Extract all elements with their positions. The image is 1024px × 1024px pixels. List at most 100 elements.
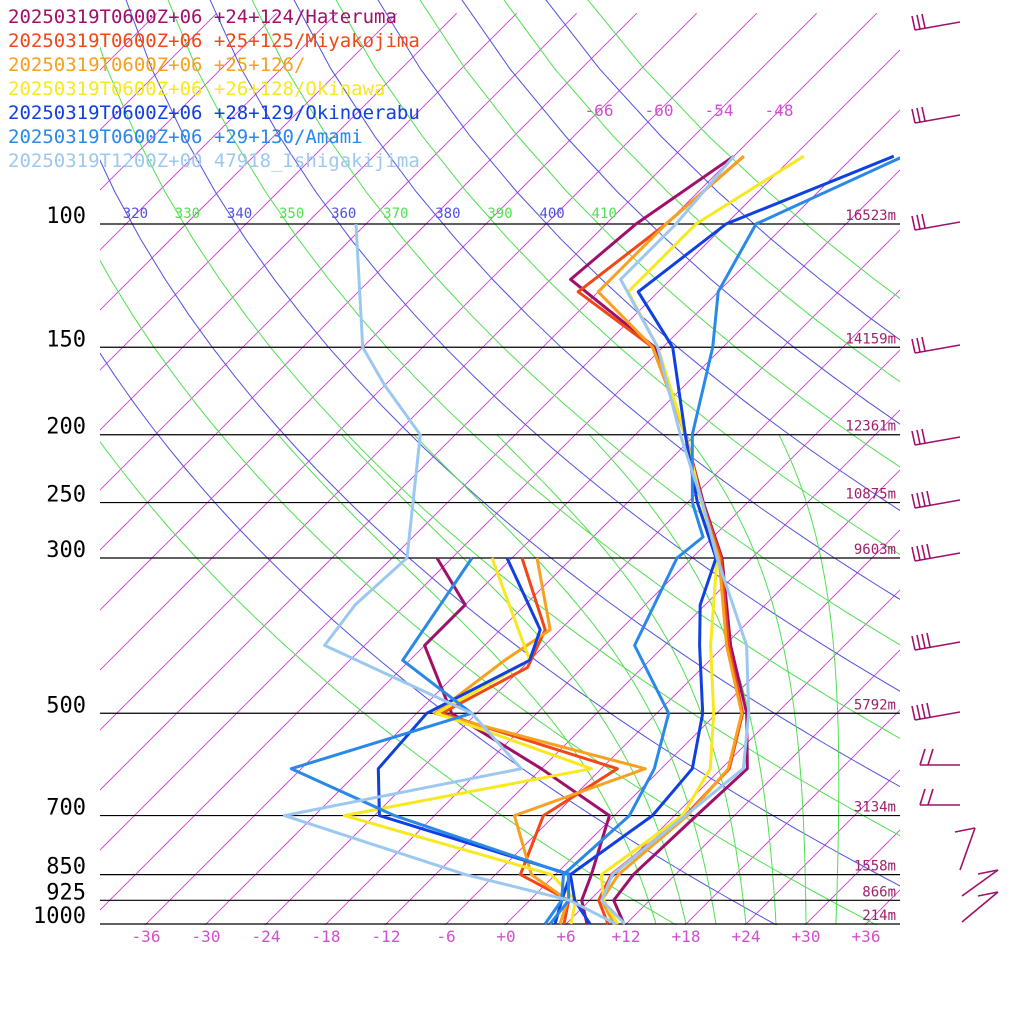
wind-barb-feather [916,492,921,508]
wind-barb-feather [954,827,976,833]
dewpoint-line-series-2 [433,557,647,925]
wind-barb-staff [959,827,976,871]
wind-barb [911,543,961,562]
isotherm-line [100,12,758,671]
isotherm-line [564,589,900,925]
dry-adiabat-line [125,0,900,788]
isotherm-line [444,469,900,925]
temperature-tick-label: -36 [132,927,161,946]
dry-adiabat-line [419,0,900,468]
wind-barb [911,213,961,231]
wind-barb [919,748,960,766]
pressure-label: 100 [46,204,86,229]
wind-barb-feather [911,705,916,721]
dry-adiabat-line [335,0,900,556]
dewpoint-line-series-0 [423,557,611,925]
dry-adiabat-line [209,0,900,692]
wind-barb-feather [916,429,921,445]
wind-barb-staff [914,114,961,124]
pressure-label: 250 [46,483,86,508]
wind-barb-feather [921,633,926,649]
wind-barb-staff [914,21,961,31]
temperature-tick-label: -12 [372,927,401,946]
wind-barb-feather [921,106,926,122]
wind-barb [911,106,961,124]
height-label: 214m [862,908,896,924]
isobars [100,223,900,925]
dry-adiabat-line [251,0,900,646]
isotherm-line [204,229,900,925]
isotherm-line [100,12,638,551]
pressure-label: 500 [46,693,86,718]
temperature-tick-label: -18 [312,927,341,946]
theta-label: 370 [383,206,408,222]
theta-label: 320 [123,206,148,222]
wind-barb-feather [921,703,926,719]
height-label: 1558m [854,859,896,875]
wind-barb [911,13,961,31]
sounding-profiles [282,154,900,925]
theta-label: 380 [435,206,460,222]
wind-barb [911,490,961,509]
wind-barb [911,632,961,651]
dry-adiabat-line [545,0,900,341]
temperature-line-series-4 [568,154,895,925]
wind-barb-feather [916,14,921,30]
legend-item-hateruma: 20250319T0600Z+06 +24+124/Hateruma [8,6,397,28]
height-label: 10875m [845,487,896,503]
isotherm-line [264,289,900,925]
wind-barb-feather [919,788,926,806]
temperature-line-series-1 [576,155,745,925]
wind-barb-staff [914,711,961,721]
temperature-line-series-6 [600,155,751,925]
wind-barb-feather [911,108,916,124]
wind-barb-feather [916,107,921,123]
pressure-label: 300 [46,538,86,563]
height-label: 3134m [854,800,896,816]
wind-barb [911,336,961,354]
upper-temperature-label: -60 [645,101,674,120]
wind-barbs [911,13,999,923]
moist-adiabat-line [413,434,717,925]
axis-labels: 100 16523m 150 14159m 200 12361m 250 10875m 300 9… [33,101,896,946]
wind-barb-staff [914,552,961,562]
wind-barb [961,891,999,923]
wind-barb-staff [914,344,961,354]
theta-label: 410 [592,206,617,222]
theta-label: 330 [175,206,200,222]
legend: 20250319T0600Z+06 +24+124/Hateruma 20250… [8,5,420,173]
wind-barb-feather [911,430,916,446]
legend-item-station-126: 20250319T0600Z+06 +25+126/ [8,54,306,76]
wind-barb-feather [916,704,921,720]
isotherm-line [624,649,900,925]
theta-label: 400 [539,206,564,222]
isotherm-line [504,529,900,925]
isotherm-line [971,13,1024,939]
wind-barb-feather [916,337,921,353]
pressure-label: 700 [46,796,86,821]
dewpoint-line-series-5 [289,557,571,925]
dry-adiabat-line [167,0,900,740]
temperature-tick-label: +18 [672,927,701,946]
background-grid [100,0,1024,939]
legend-item-okinawa: 20250319T0600Z+06 +26+128/Okinawa [8,78,386,100]
pressure-label: 150 [46,327,86,352]
wind-barb-feather [921,491,926,507]
wind-barb-feather [911,338,916,354]
wind-barb-staff [914,221,961,231]
height-label: 5792m [854,697,896,713]
wind-barb-staff [914,499,961,509]
legend-item-ishigakijima: 20250319T1200Z+00 47918_Ishigakijima [8,150,420,172]
temperature-tick-label: -30 [192,927,221,946]
height-label: 9603m [854,542,896,558]
dewpoint-line-series-4 [376,557,572,925]
theta-label: 350 [279,206,304,222]
wind-barb [961,869,999,897]
temperature-tick-label: -6 [436,927,455,946]
pressure-label: 200 [46,415,86,440]
isotherm-line [100,49,900,851]
wind-barb-feather [919,748,926,766]
isotherm-line [100,109,900,911]
isotherm-line [100,12,578,491]
